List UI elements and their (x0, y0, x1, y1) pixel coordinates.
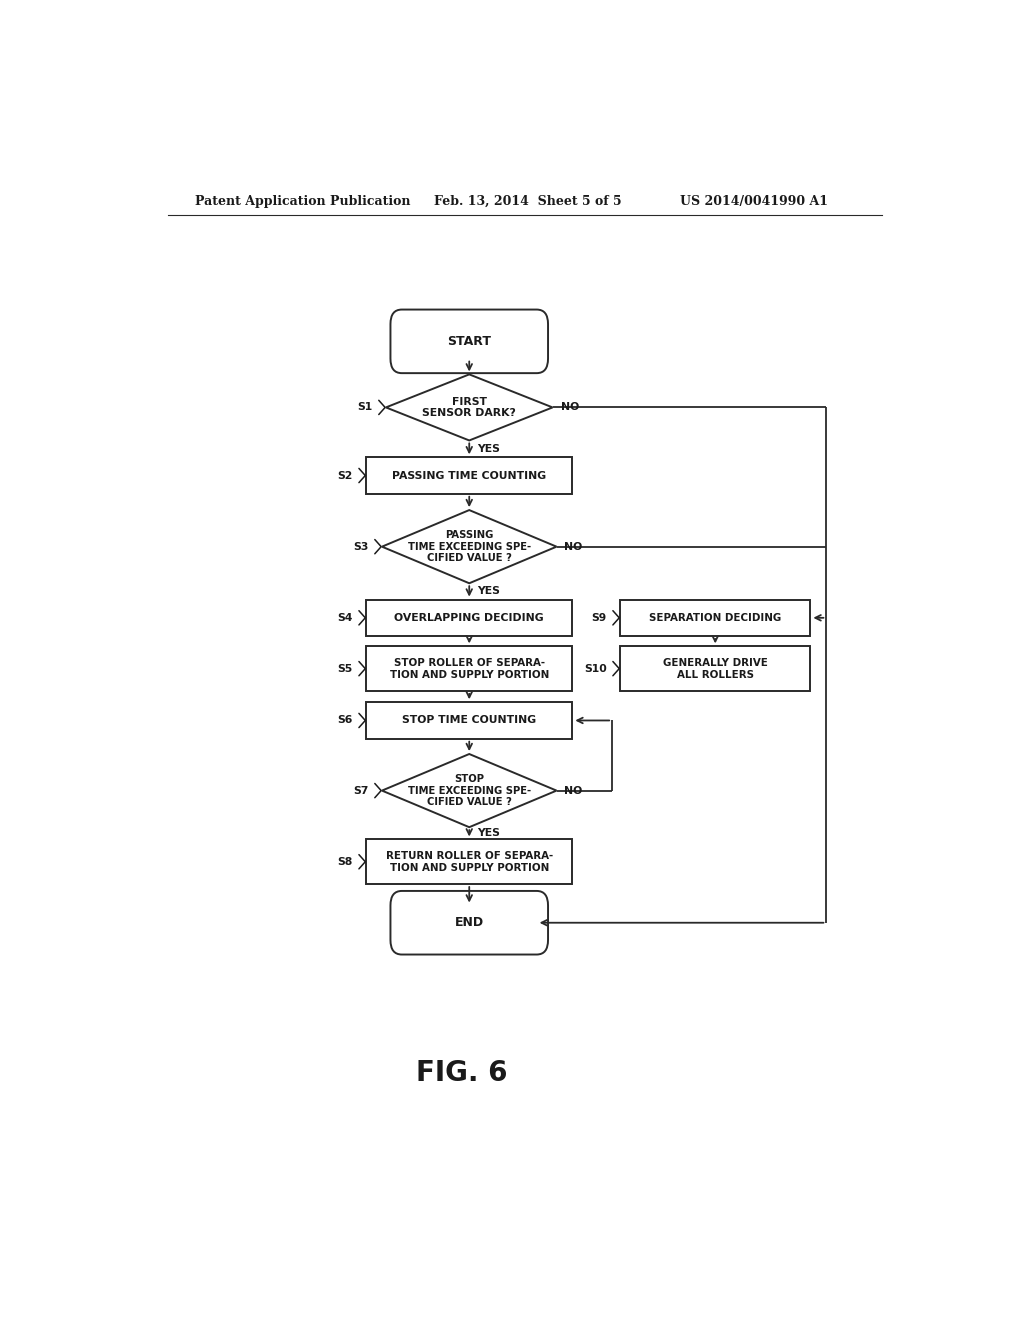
Text: S1: S1 (357, 403, 373, 412)
Text: OVERLAPPING DECIDING: OVERLAPPING DECIDING (394, 612, 544, 623)
Text: END: END (455, 916, 483, 929)
Text: SEPARATION DECIDING: SEPARATION DECIDING (649, 612, 781, 623)
Bar (367, 457, 572, 494)
Text: STOP
TIME EXCEEDING SPE-
CIFIED VALUE ?: STOP TIME EXCEEDING SPE- CIFIED VALUE ? (408, 774, 530, 808)
Text: STOP ROLLER OF SEPARA-
TION AND SUPPLY PORTION: STOP ROLLER OF SEPARA- TION AND SUPPLY P… (389, 657, 549, 680)
Text: FIRST
SENSOR DARK?: FIRST SENSOR DARK? (422, 396, 516, 418)
Bar (367, 702, 572, 739)
Text: YES: YES (477, 828, 500, 838)
Polygon shape (382, 510, 557, 583)
Polygon shape (382, 754, 557, 828)
Text: GENERALLY DRIVE
ALL ROLLERS: GENERALLY DRIVE ALL ROLLERS (663, 657, 768, 680)
Text: Patent Application Publication: Patent Application Publication (196, 194, 411, 207)
Text: S3: S3 (353, 541, 369, 552)
Text: S2: S2 (337, 470, 352, 480)
FancyBboxPatch shape (390, 891, 548, 954)
Text: NO: NO (560, 403, 579, 412)
Text: START: START (447, 335, 492, 348)
Text: NO: NO (564, 785, 583, 796)
Text: YES: YES (477, 586, 500, 597)
Text: S4: S4 (337, 612, 352, 623)
Text: PASSING
TIME EXCEEDING SPE-
CIFIED VALUE ?: PASSING TIME EXCEEDING SPE- CIFIED VALUE… (408, 531, 530, 564)
Text: Feb. 13, 2014  Sheet 5 of 5: Feb. 13, 2014 Sheet 5 of 5 (433, 194, 622, 207)
Polygon shape (386, 375, 553, 441)
Text: S8: S8 (337, 857, 352, 867)
Text: S9: S9 (591, 612, 606, 623)
Text: US 2014/0041990 A1: US 2014/0041990 A1 (680, 194, 827, 207)
Text: S7: S7 (353, 785, 369, 796)
Text: YES: YES (477, 444, 500, 454)
Text: S6: S6 (337, 715, 352, 726)
FancyBboxPatch shape (390, 310, 548, 374)
Text: PASSING TIME COUNTING: PASSING TIME COUNTING (392, 470, 547, 480)
Bar (367, 647, 572, 690)
Text: S5: S5 (337, 664, 352, 673)
Text: STOP TIME COUNTING: STOP TIME COUNTING (402, 715, 537, 726)
Text: RETURN ROLLER OF SEPARA-
TION AND SUPPLY PORTION: RETURN ROLLER OF SEPARA- TION AND SUPPLY… (386, 851, 553, 873)
Bar (367, 840, 572, 884)
Text: S10: S10 (584, 664, 606, 673)
Text: NO: NO (564, 541, 583, 552)
Text: FIG. 6: FIG. 6 (416, 1059, 507, 1088)
Bar (620, 647, 810, 690)
Bar (367, 599, 572, 636)
Bar (620, 599, 810, 636)
